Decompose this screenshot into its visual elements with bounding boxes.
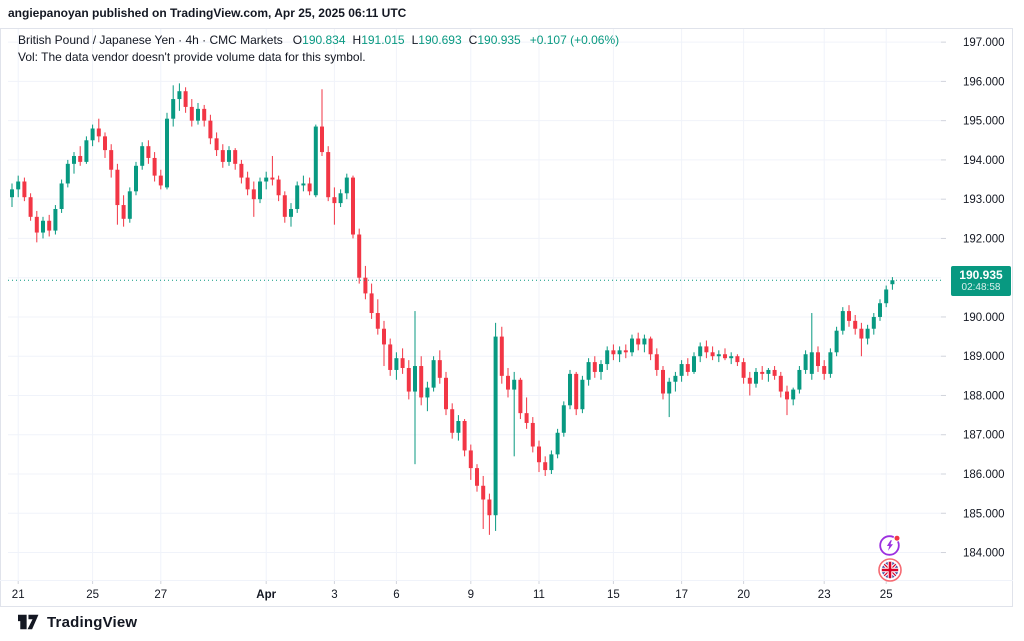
uk-flag-icon[interactable] [878,558,902,582]
svg-text:20: 20 [737,589,750,601]
notification-dot [893,534,901,542]
svg-text:188.000: 188.000 [963,390,1005,402]
lightning-icon[interactable] [878,533,902,557]
svg-text:23: 23 [818,589,831,601]
svg-text:190.000: 190.000 [963,312,1005,324]
close-label: C [468,33,478,47]
svg-text:17: 17 [675,589,688,601]
svg-text:189.000: 189.000 [963,351,1005,363]
svg-text:185.000: 185.000 [963,508,1005,520]
svg-text:193.000: 193.000 [963,194,1005,206]
footer: TradingView [16,612,137,632]
svg-text:27: 27 [154,589,167,601]
high-value: 191.015 [361,33,405,47]
high-label: H [352,33,362,47]
open-value: 190.834 [302,33,346,47]
union-jack [881,561,899,579]
legend-symbol-row: British Pound / Japanese Yen · 4h · CMC … [18,32,619,49]
svg-text:195.000: 195.000 [963,116,1005,128]
svg-text:196.000: 196.000 [963,76,1005,88]
svg-text:194.000: 194.000 [963,155,1005,167]
flag-ring [878,558,902,582]
svg-text:192.000: 192.000 [963,233,1005,245]
low-value: 190.693 [418,33,462,47]
volume-note: Vol: The data vendor doesn't provide vol… [18,50,366,64]
svg-text:184.000: 184.000 [963,548,1005,560]
last-price-badge: 190.935 02:48:58 [951,266,1011,296]
close-value: 190.935 [477,33,521,47]
bar-countdown: 02:48:58 [961,282,1001,293]
svg-text:9: 9 [468,589,474,601]
lightning-bolt-glyph [886,540,893,551]
svg-text:25: 25 [86,589,99,601]
tradingview-logo-icon[interactable] [16,612,40,632]
svg-text:15: 15 [607,589,620,601]
symbol-title: British Pound / Japanese Yen · 4h · CMC … [18,33,283,47]
svg-text:197.000: 197.000 [963,37,1005,49]
svg-text:25: 25 [880,589,893,601]
low-label: L [411,33,419,47]
svg-text:Apr: Apr [256,589,276,601]
svg-text:187.000: 187.000 [963,430,1005,442]
tradingview-wordmark[interactable]: TradingView [47,613,138,631]
publish-attribution: angiepanoyan published on TradingView.co… [8,6,407,20]
svg-text:3: 3 [331,589,337,601]
chart-legend: British Pound / Japanese Yen · 4h · CMC … [18,32,619,66]
open-label: O [292,33,303,47]
svg-text:21: 21 [12,589,25,601]
svg-text:186.000: 186.000 [963,469,1005,481]
change-value: +0.107 (+0.06%) [529,33,620,47]
last-price-value: 190.935 [959,268,1003,282]
svg-text:11: 11 [533,589,545,601]
svg-text:6: 6 [393,589,399,601]
